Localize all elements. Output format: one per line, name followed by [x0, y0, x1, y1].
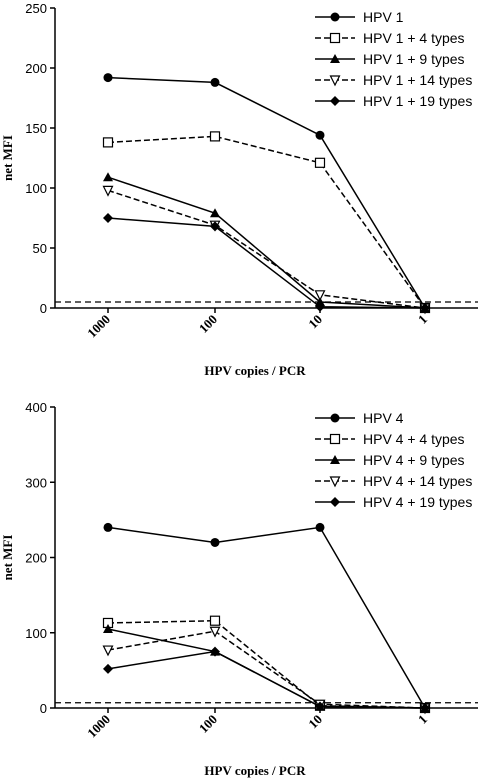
data-point — [103, 213, 113, 223]
chart-hpv4: 0 100 200 300 400 1000 100 10 1 HPV copies / PCR n… — [0, 400, 478, 778]
y-tick-label: 0 — [40, 301, 47, 316]
legend-label: HPV 4 + 4 types — [363, 431, 465, 447]
data-point — [102, 645, 114, 657]
data-point — [209, 131, 221, 142]
data-point — [102, 137, 114, 148]
data-point — [420, 703, 430, 713]
y-axis-title: net MFI — [0, 135, 15, 181]
y-tick-label: 200 — [25, 61, 47, 76]
legend-label: HPV 1 + 14 types — [363, 72, 472, 88]
legend-marker — [330, 455, 340, 464]
data-point — [210, 537, 220, 547]
series-line — [107, 217, 426, 309]
legend-marker — [330, 96, 340, 106]
y-axis-title: net MFI — [0, 535, 15, 581]
y-tick-label: 150 — [25, 121, 47, 136]
legend-marker — [330, 497, 340, 507]
x-axis-title: HPV copies / PCR — [204, 763, 306, 778]
data-point — [315, 301, 325, 312]
legend-label: HPV 1 + 19 types — [363, 93, 472, 109]
x-tick-label: 10 — [305, 312, 325, 332]
x-tick-label: 1 — [415, 712, 430, 727]
y-tick-label: 250 — [25, 1, 47, 16]
data-point — [209, 615, 221, 626]
x-tick-label: 1000 — [84, 712, 113, 741]
data-point — [210, 77, 220, 87]
y-tick-label: 400 — [25, 400, 47, 415]
data-point — [314, 157, 326, 168]
data-point — [103, 73, 113, 83]
x-tick-label: 1000 — [84, 312, 113, 341]
data-point — [102, 185, 114, 197]
data-point — [103, 172, 113, 182]
data-point — [420, 303, 430, 313]
legend-marker — [329, 32, 341, 44]
x-tick-label: 1 — [415, 312, 430, 327]
series-line — [107, 650, 426, 709]
legend-marker — [329, 433, 341, 445]
data-point — [315, 701, 325, 712]
series-line — [107, 526, 426, 709]
legend-label: HPV 4 + 19 types — [363, 494, 472, 510]
y-tick-label: 200 — [25, 551, 47, 566]
series-line — [107, 619, 426, 709]
legend-marker — [330, 413, 340, 423]
data-point — [315, 297, 325, 306]
series-line — [107, 630, 426, 709]
x-tick-label: 100 — [196, 312, 220, 336]
data-point — [210, 646, 220, 657]
y-tick-label: 300 — [25, 475, 47, 490]
series-line — [107, 628, 426, 709]
x-axis-title: HPV copies / PCR — [204, 363, 306, 378]
chart-hpv1: 0 50 100 150 200 250 1000 100 10 1 HPV copies / PC… — [0, 1, 478, 378]
data-point — [103, 623, 113, 633]
y-tick-label: 100 — [25, 181, 47, 196]
legend-label: HPV 1 + 9 types — [363, 51, 465, 67]
x-tick-label: 10 — [305, 712, 325, 732]
series-line — [107, 189, 426, 309]
data-point — [210, 221, 220, 232]
series-line — [107, 176, 426, 309]
x-tick-label: 100 — [196, 712, 220, 736]
data-point — [315, 522, 325, 532]
legend-marker — [330, 54, 340, 63]
legend-label: HPV 4 — [363, 410, 404, 426]
legend-label: HPV 1 — [363, 9, 404, 25]
data-point — [209, 626, 221, 638]
data-point — [103, 663, 113, 674]
legend-label: HPV 4 + 14 types — [363, 473, 472, 489]
y-tick-label: 50 — [33, 241, 47, 256]
data-point — [103, 522, 113, 532]
legend-marker — [329, 476, 341, 488]
legend-marker — [329, 75, 341, 87]
legend-label: HPV 4 + 9 types — [363, 452, 465, 468]
data-point — [210, 208, 220, 218]
legend-marker — [330, 12, 340, 22]
data-point — [314, 290, 326, 302]
series-line — [107, 76, 426, 309]
y-tick-label: 0 — [40, 701, 47, 716]
y-tick-label: 100 — [25, 626, 47, 641]
legend-label: HPV 1 + 4 types — [363, 30, 465, 46]
data-point — [315, 130, 325, 140]
